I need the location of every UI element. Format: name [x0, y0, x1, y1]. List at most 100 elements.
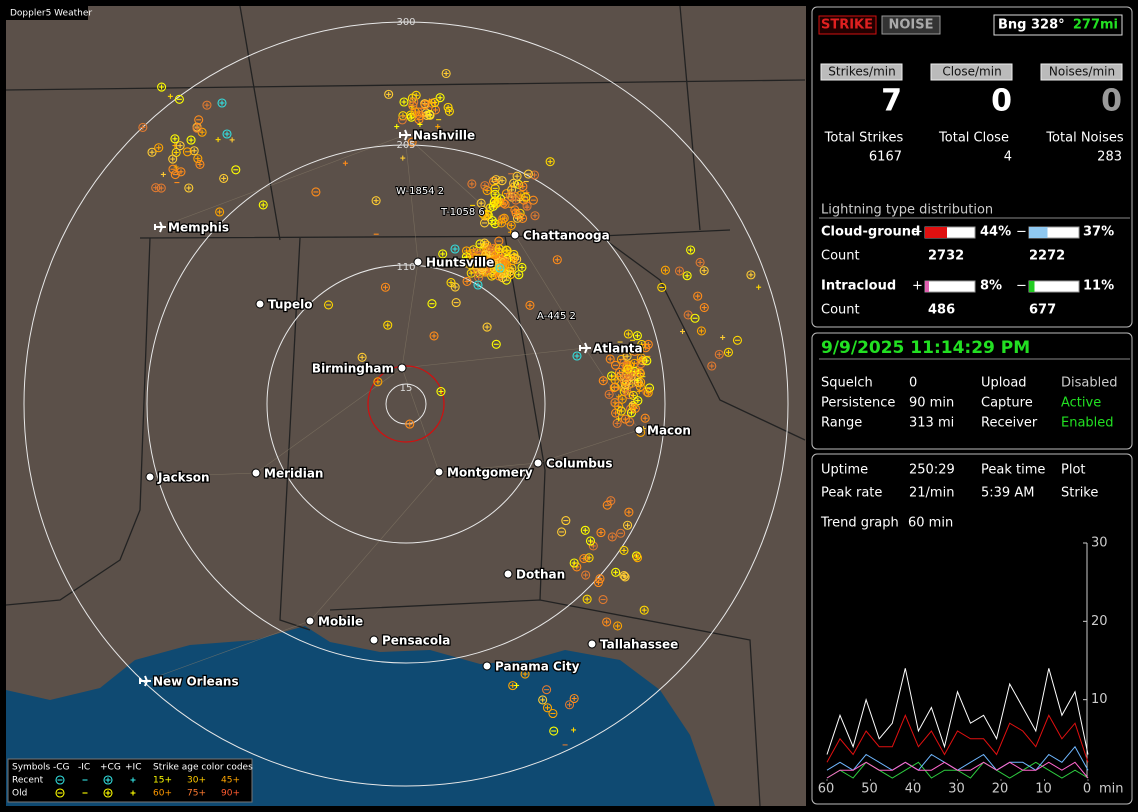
strike-ring [467, 179, 477, 189]
strike-ring [491, 175, 501, 185]
strike [420, 100, 430, 110]
city-dot [305, 616, 315, 626]
strike [602, 617, 612, 627]
strike-button[interactable] [818, 15, 877, 35]
pct-bar [925, 281, 929, 292]
strike [342, 160, 348, 166]
type-label: Cloud-ground [821, 225, 920, 240]
city-label: Tupelo [268, 298, 313, 312]
strike-ring [746, 270, 756, 280]
strike [217, 98, 227, 108]
strike [538, 695, 548, 705]
strike-ring [184, 183, 194, 193]
strike-ring [610, 397, 620, 407]
city-dot [434, 467, 444, 477]
strike-ring [628, 390, 638, 400]
city-dot [482, 661, 492, 671]
strike [494, 244, 504, 254]
legend-text: 15+ [153, 776, 172, 786]
legend-text: Symbols [12, 763, 51, 773]
strike [640, 413, 650, 423]
strike [174, 94, 184, 104]
strike [657, 282, 667, 292]
strike-ring [635, 382, 645, 392]
strike-button-label[interactable]: STRIKE [821, 18, 873, 33]
strike-ring [186, 135, 196, 145]
city-dot [533, 458, 543, 468]
strike-ring [613, 621, 623, 631]
strike [622, 351, 632, 361]
strike-ring [607, 532, 617, 542]
noise-button-label[interactable]: NOISE [888, 18, 933, 33]
ring-label: 110 [396, 262, 415, 273]
strike [613, 621, 623, 631]
strike [55, 775, 65, 785]
strike-ring [616, 528, 626, 538]
strike-ring [436, 386, 446, 397]
strike-ring [429, 331, 439, 341]
rate-header [1040, 63, 1123, 81]
strike-ring [176, 167, 186, 177]
strike [498, 273, 508, 283]
pct-label: 44% [980, 225, 1011, 240]
legend-text: 45+ [221, 776, 240, 786]
strike [383, 320, 393, 330]
strike-ring [380, 282, 391, 292]
type-label: Intracloud [821, 279, 896, 294]
strike-ring [631, 551, 642, 561]
strike [323, 300, 334, 310]
strike-ring [492, 197, 503, 207]
strike [491, 339, 501, 349]
strike-ring [480, 238, 490, 248]
strike [506, 220, 516, 230]
city-dot [145, 472, 155, 482]
strike [138, 122, 148, 132]
strike-ring [175, 141, 185, 151]
strike [569, 558, 579, 568]
strike [552, 255, 562, 265]
city-label: Memphis [168, 221, 229, 235]
legend-text: Old [12, 789, 27, 799]
strike [414, 115, 424, 125]
strike-ring [696, 326, 706, 336]
trend-line [826, 761, 1089, 779]
strike-ring [657, 282, 667, 292]
strike-ring [723, 347, 734, 357]
strike-ring [505, 191, 515, 201]
strike-ring [623, 520, 633, 530]
strike [610, 397, 620, 407]
strike [168, 154, 178, 164]
airport-icon [154, 221, 166, 233]
strike-ring [630, 403, 640, 413]
strike [520, 669, 530, 679]
legend-text: 75+ [187, 789, 206, 799]
strike [517, 198, 523, 204]
strike-ring [545, 157, 555, 167]
noise-button[interactable] [881, 15, 941, 35]
setting-text: Squelch [821, 376, 873, 391]
strike [417, 121, 423, 127]
strike-ring [476, 198, 486, 208]
strike [690, 313, 700, 323]
strike [682, 271, 692, 281]
stat-text: 60 min [908, 516, 953, 531]
strike [582, 594, 592, 604]
strike [641, 343, 651, 353]
pct-label: 37% [1083, 225, 1114, 240]
sign: − [1016, 225, 1027, 240]
legend-text: +CG [100, 763, 121, 773]
strike [629, 400, 635, 406]
strike-ring [472, 253, 482, 263]
stat-text: Peak rate [821, 486, 882, 501]
strike [557, 527, 567, 537]
cities: Nashville Memphis Chattanooga Huntsville Tup… [139, 127, 692, 690]
strike-ring [623, 364, 633, 374]
strike [609, 383, 619, 393]
strike-ring [561, 516, 571, 526]
strike-ring [490, 183, 500, 193]
strike-ring [509, 178, 519, 188]
strike-ring [490, 219, 500, 229]
total-value: 4 [1004, 150, 1012, 165]
strike [561, 516, 571, 526]
strike-ring [642, 356, 652, 366]
